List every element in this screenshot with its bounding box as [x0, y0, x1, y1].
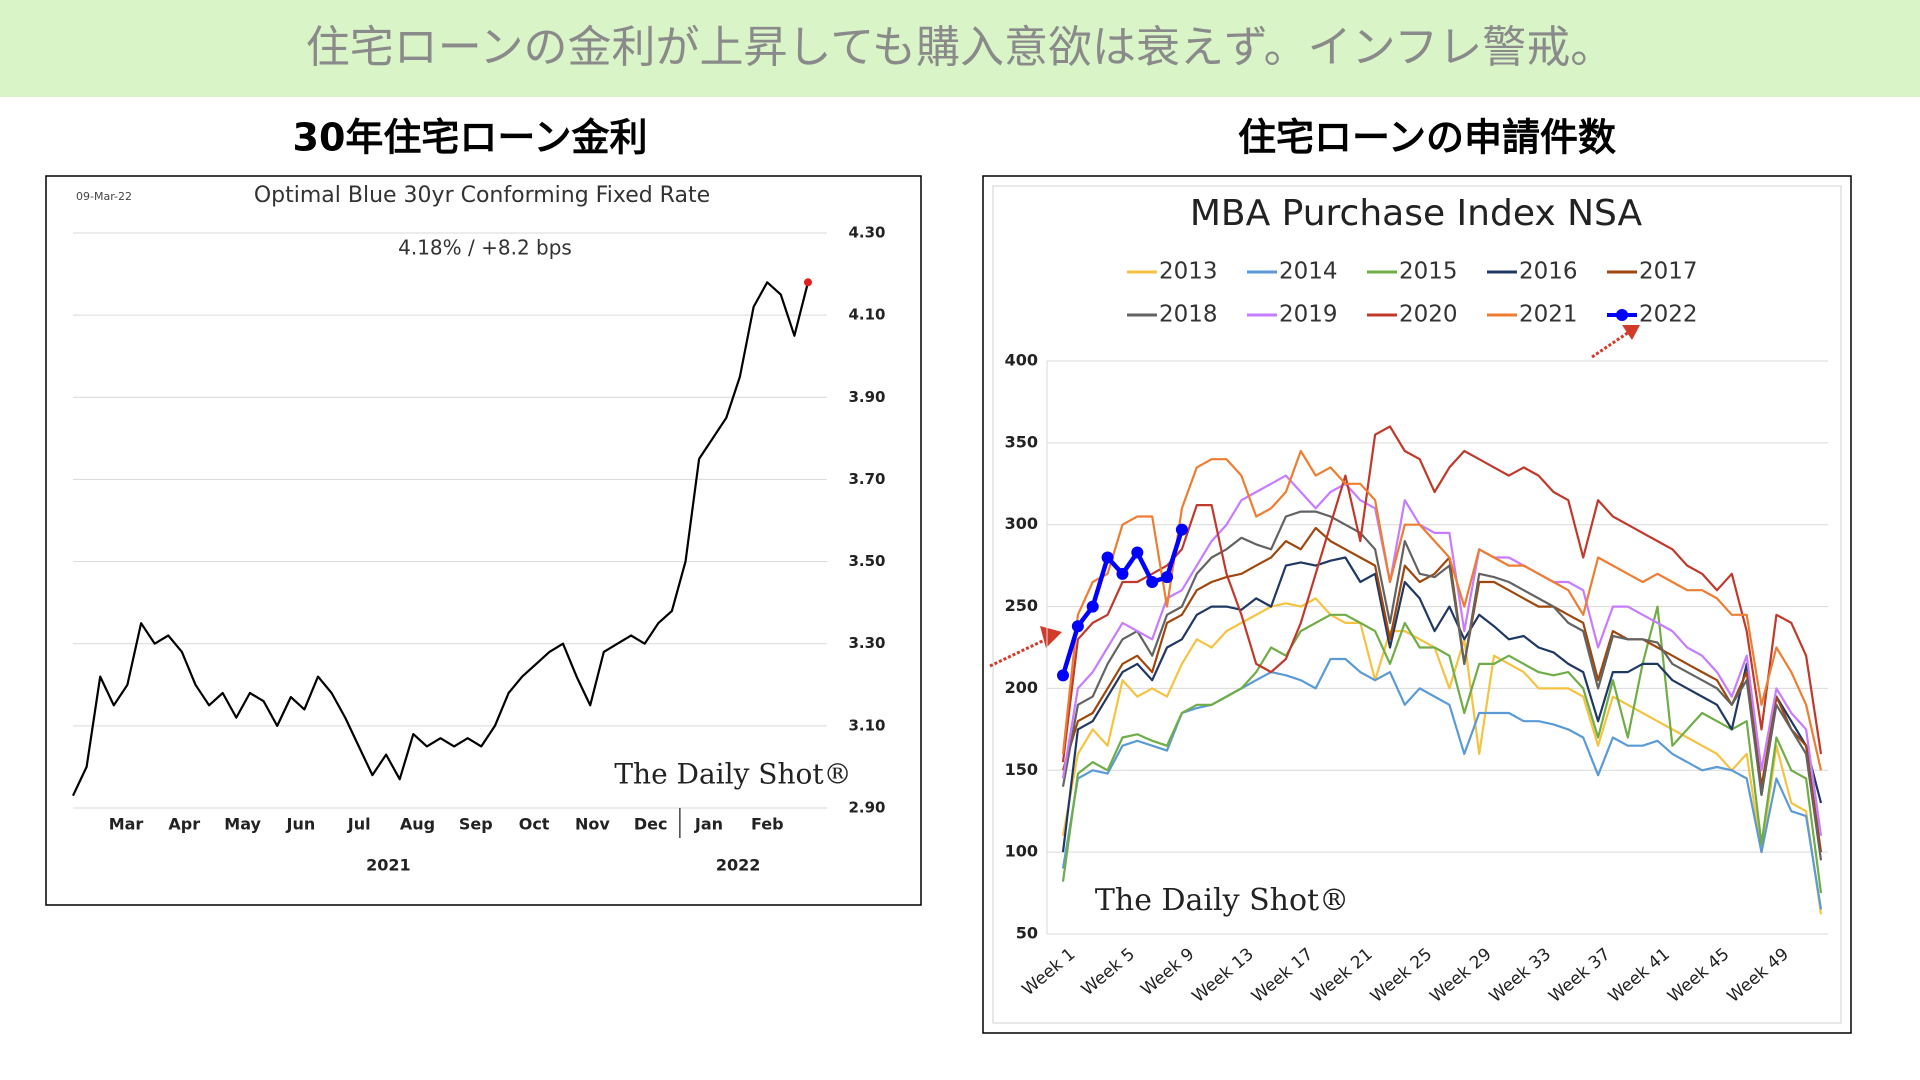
x-tick-label: Feb	[751, 815, 784, 834]
left-subtitle: 30年住宅ローン金利	[293, 116, 648, 160]
legend-label: 2020	[1399, 302, 1458, 328]
right-inner-frame	[992, 185, 1842, 1024]
y-tick-label: 300	[1005, 514, 1038, 533]
y-tick-label: 3.70	[848, 470, 885, 488]
legend-label: 2019	[1279, 302, 1338, 328]
series-line	[1061, 449, 1823, 771]
annotation: 4.18% / +8.2 bps	[398, 236, 572, 260]
right-subtitle: 住宅ローンの申請件数	[1238, 116, 1616, 160]
watermark: The Daily Shot®	[614, 758, 851, 791]
legend-label: 2013	[1159, 259, 1218, 285]
right-frame	[982, 175, 1852, 1034]
x-tick-label: Jul	[347, 815, 371, 834]
left-frame	[45, 175, 922, 906]
series-line	[1061, 556, 1823, 853]
last-point	[804, 278, 812, 287]
year-label: 2022	[716, 856, 761, 875]
series-marker	[1116, 567, 1129, 580]
y-tick-label: 50	[1016, 924, 1038, 943]
series-line	[1061, 605, 1823, 894]
y-tick-label: 3.50	[848, 552, 885, 570]
x-tick-label: Dec	[634, 815, 668, 834]
x-tick-label: Oct	[519, 815, 550, 834]
y-tick-label: 350	[1005, 432, 1038, 451]
series-line	[1061, 597, 1823, 915]
legend-label: 2017	[1639, 259, 1698, 285]
legend-label: 2021	[1519, 302, 1578, 328]
x-tick-label: Jan	[694, 815, 723, 834]
series-line	[1061, 510, 1823, 861]
y-tick-label: 3.30	[848, 634, 885, 652]
series-marker	[1071, 620, 1084, 633]
series-marker	[1161, 571, 1174, 584]
legend-label: 2014	[1279, 259, 1338, 285]
x-tick-label: Sep	[459, 815, 493, 834]
series-marker	[1131, 546, 1144, 559]
chart-title: MBA Purchase Index NSA	[1190, 193, 1643, 234]
x-tick-label: Nov	[575, 815, 610, 834]
y-tick-label: 4.30	[848, 224, 885, 242]
watermark: The Daily Shot®	[1095, 883, 1349, 918]
legend-label: 2016	[1519, 259, 1578, 285]
arrow-head	[1622, 325, 1640, 340]
y-tick-label: 3.90	[848, 388, 885, 406]
y-tick-label: 2.90	[848, 799, 885, 817]
series-line	[1061, 425, 1823, 763]
date-label: 09-Mar-22	[76, 190, 132, 203]
y-tick-label: 250	[1005, 596, 1038, 615]
y-tick-label: 150	[1005, 760, 1038, 779]
x-tick-label: Aug	[400, 815, 435, 834]
series-marker	[1175, 523, 1188, 536]
x-tick-label: May	[224, 815, 261, 834]
y-tick-label: 400	[1005, 351, 1038, 370]
x-tick-label: Jun	[286, 815, 316, 834]
y-tick-label: 4.10	[848, 306, 885, 324]
y-tick-label: 100	[1005, 842, 1038, 861]
legend-label: 2015	[1399, 259, 1458, 285]
series-marker	[1086, 600, 1099, 613]
series-marker	[1057, 669, 1069, 682]
rate-line	[72, 281, 810, 797]
series-marker	[1146, 576, 1159, 589]
x-tick-label: Apr	[168, 815, 200, 834]
y-tick-label: 200	[1005, 678, 1038, 697]
arrow-head	[1040, 626, 1062, 648]
year-label: 2021	[366, 856, 411, 875]
legend-label: 2022	[1639, 302, 1698, 328]
header-band	[0, 0, 1920, 97]
y-tick-label: 3.10	[848, 716, 885, 734]
header-title: 住宅ローンの金利が上昇しても購入意欲は衰えず。インフレ警戒。	[306, 22, 1615, 73]
series-line	[1061, 474, 1823, 836]
x-tick-label: Mar	[109, 815, 144, 834]
series-marker	[1101, 551, 1114, 564]
arrow	[1591, 328, 1633, 359]
series-line	[1061, 526, 1823, 853]
legend-label: 2018	[1159, 302, 1218, 328]
chart-title: Optimal Blue 30yr Conforming Fixed Rate	[254, 183, 710, 208]
series-line	[1061, 657, 1823, 910]
legend-marker	[1616, 309, 1628, 321]
